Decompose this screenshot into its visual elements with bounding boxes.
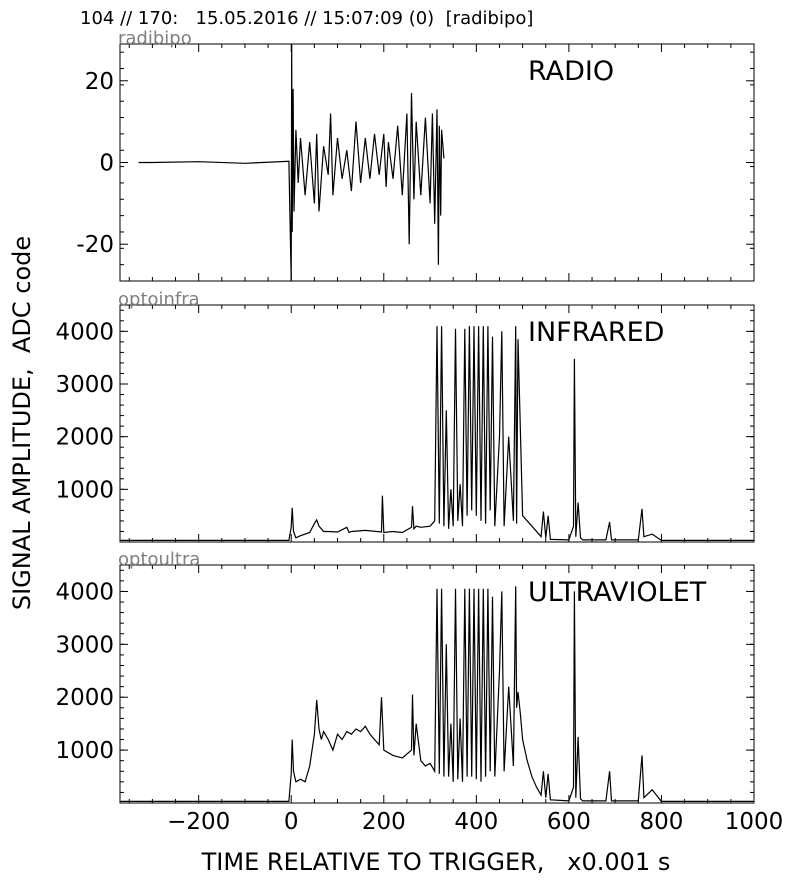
series-line-optoinfra (120, 326, 754, 542)
x-tick-label: 400 (454, 809, 498, 835)
figure-header: 104 // 170: 15.05.2016 // 15:07:09 (0) [… (80, 8, 534, 29)
panel-title-radibipo: RADIO (528, 56, 614, 87)
y-tick-label-optoultra: 2000 (55, 685, 114, 711)
y-tick-label-optoultra: 3000 (55, 632, 114, 658)
series-line-radibipo (138, 44, 445, 281)
channel-label-optoinfra: optoinfra (118, 289, 200, 310)
channel-label-optoultra: optoultra (118, 549, 200, 570)
y-tick-label-radibipo: 20 (85, 69, 114, 95)
y-tick-label-radibipo: 0 (99, 151, 114, 177)
x-tick-label: 800 (639, 809, 683, 835)
y-tick-label-radibipo: -20 (76, 232, 114, 258)
panel-title-optoinfra: INFRARED (528, 317, 664, 348)
plot-frame-optoinfra (119, 304, 755, 543)
y-tick-label-optoinfra: 1000 (55, 477, 114, 503)
x-tick-label: −200 (167, 809, 230, 835)
x-tick-label: 200 (362, 809, 406, 835)
channel-label-radibipo: radibipo (118, 28, 192, 49)
y-tick-label-optoinfra: 2000 (55, 425, 114, 451)
x-axis-label: TIME RELATIVE TO TRIGGER, x0.001 s (201, 848, 671, 876)
x-tick-label: 0 (284, 809, 299, 835)
plot-frame-optoultra (119, 564, 755, 804)
x-tick-label: 600 (547, 809, 591, 835)
x-tick-label: 1000 (725, 809, 784, 835)
panel-title-optoultra: ULTRAVIOLET (528, 577, 707, 608)
y-tick-label-optoinfra: 3000 (55, 372, 114, 398)
y-tick-label-optoultra: 4000 (55, 579, 114, 605)
series-line-optoultra (120, 586, 754, 803)
y-tick-label-optoinfra: 4000 (55, 319, 114, 345)
y-tick-label-optoultra: 1000 (55, 738, 114, 764)
